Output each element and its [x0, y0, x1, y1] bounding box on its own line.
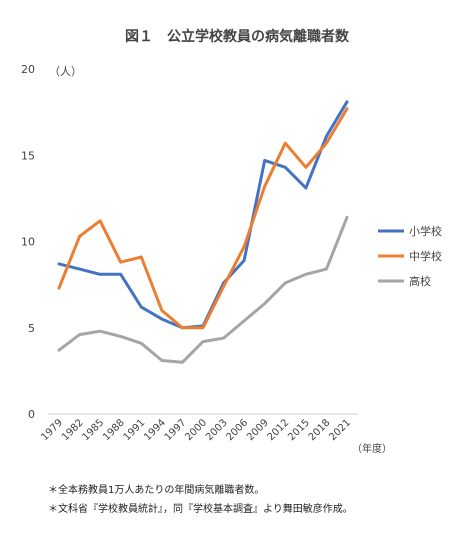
x-axis-label: （年度） [352, 442, 392, 455]
footnote-2: ＊文科省『学校教員統計』，同『学校基本調査』より舞田敏彦作成。 [48, 504, 353, 515]
series-line-2 [57, 107, 349, 330]
x-tick-label: 2021 [327, 417, 353, 443]
chart-title: 図１ 公立学校教員の病気離職者数 [125, 28, 350, 45]
x-tick-label: 2006 [224, 417, 250, 443]
x-tick-label: 1982 [60, 417, 86, 443]
x-tick-label: 1991 [122, 417, 148, 443]
x-tick-label: 2012 [266, 417, 292, 443]
y-tick-label: 10 [21, 236, 35, 249]
legend-label: 小学校 [409, 224, 442, 238]
x-tick-label: 1988 [101, 417, 127, 443]
x-tick-label: 1985 [80, 417, 106, 443]
x-tick-label: 2003 [204, 417, 230, 443]
series-line-1 [57, 100, 349, 330]
y-tick-label: 20 [21, 63, 35, 76]
footnotes: ＊全本務教員1万人あたりの年間病気離職者数。 ＊文科省『学校教員統計』，同『学校… [48, 481, 353, 519]
x-tick-label: 1994 [142, 417, 168, 443]
y-tick-label: 5 [28, 322, 35, 335]
legend-label: 中学校 [409, 249, 442, 263]
x-tick-label: 1997 [163, 417, 189, 443]
y-axis-label: （人） [49, 65, 82, 78]
footnote-1: ＊全本務教員1万人あたりの年間病気離職者数。 [48, 485, 265, 496]
x-tick-label: 2000 [183, 417, 209, 443]
y-tick-label: 15 [21, 149, 35, 162]
series-line-3 [57, 215, 349, 364]
x-tick-label: 2015 [286, 417, 312, 443]
x-tick-label: 2009 [245, 417, 271, 443]
legend-label: 高校 [409, 274, 431, 288]
x-tick-label: 2018 [307, 417, 333, 443]
y-tick-label: 0 [28, 408, 35, 421]
x-tick-label: 1979 [39, 417, 65, 443]
